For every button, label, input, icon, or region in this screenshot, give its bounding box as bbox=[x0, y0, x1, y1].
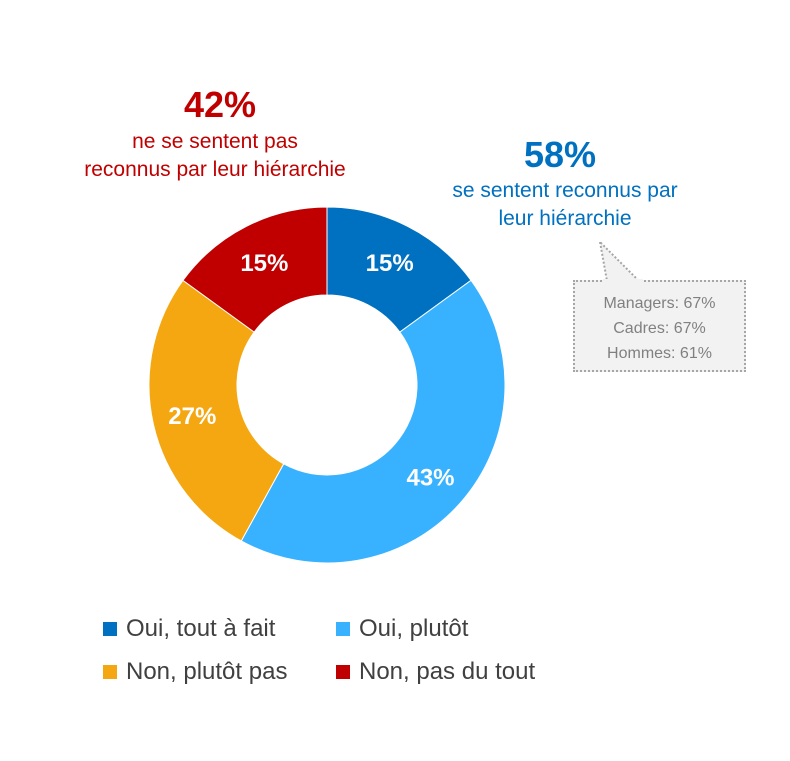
callout-box: Managers: 67% Cadres: 67% Hommes: 61% bbox=[573, 280, 746, 372]
slice-oui-plutot bbox=[240, 279, 506, 564]
positive-description: se sentent reconnus par leur hiérarchie bbox=[405, 177, 725, 233]
positive-description-line2: leur hiérarchie bbox=[498, 207, 632, 230]
legend-swatch bbox=[336, 665, 350, 679]
positive-percent: 58% bbox=[523, 134, 597, 175]
callout-pointer-join bbox=[603, 279, 643, 285]
callout-line-managers: Managers: 67% bbox=[603, 295, 716, 312]
data-label-oui-tout-a-fait: 15% bbox=[366, 250, 414, 277]
legend-item-oui-tout-a-fait: Oui, tout à fait bbox=[103, 615, 275, 643]
slice-non-plutot-pas bbox=[148, 279, 285, 542]
callout-line-cadres: Cadres: 67% bbox=[613, 320, 706, 337]
positive-description-line1: se sentent reconnus par bbox=[452, 179, 678, 202]
negative-description-line1: ne se sentent pas bbox=[132, 130, 298, 153]
legend-swatch bbox=[336, 622, 350, 636]
callout-pointer bbox=[598, 240, 642, 282]
legend-item-non-plutot-pas: Non, plutôt pas bbox=[103, 658, 287, 686]
legend-label: Non, plutôt pas bbox=[126, 658, 288, 685]
slice-non-pas-du-tout bbox=[182, 206, 328, 333]
data-label-oui-plutot: 43% bbox=[406, 464, 454, 491]
legend-swatch bbox=[103, 665, 117, 679]
callout-line-hommes: Hommes: 61% bbox=[607, 345, 712, 362]
data-label-non-plutot-pas: 27% bbox=[168, 403, 216, 430]
data-label-non-pas-du-tout: 15% bbox=[240, 250, 288, 277]
legend-item-oui-plutot: Oui, plutôt bbox=[336, 615, 468, 643]
negative-description: ne se sentent pas reconnus par leur hiér… bbox=[50, 128, 380, 184]
negative-description-line2: reconnus par leur hiérarchie bbox=[84, 158, 346, 181]
legend-label: Non, pas du tout bbox=[359, 658, 536, 685]
legend-label: Oui, plutôt bbox=[359, 615, 469, 642]
legend-item-non-pas-du-tout: Non, pas du tout bbox=[336, 658, 535, 686]
negative-percent: 42% bbox=[183, 84, 257, 125]
legend-label: Oui, tout à fait bbox=[126, 615, 276, 642]
legend-swatch bbox=[103, 622, 117, 636]
slice-oui-tout-a-fait bbox=[326, 206, 472, 333]
